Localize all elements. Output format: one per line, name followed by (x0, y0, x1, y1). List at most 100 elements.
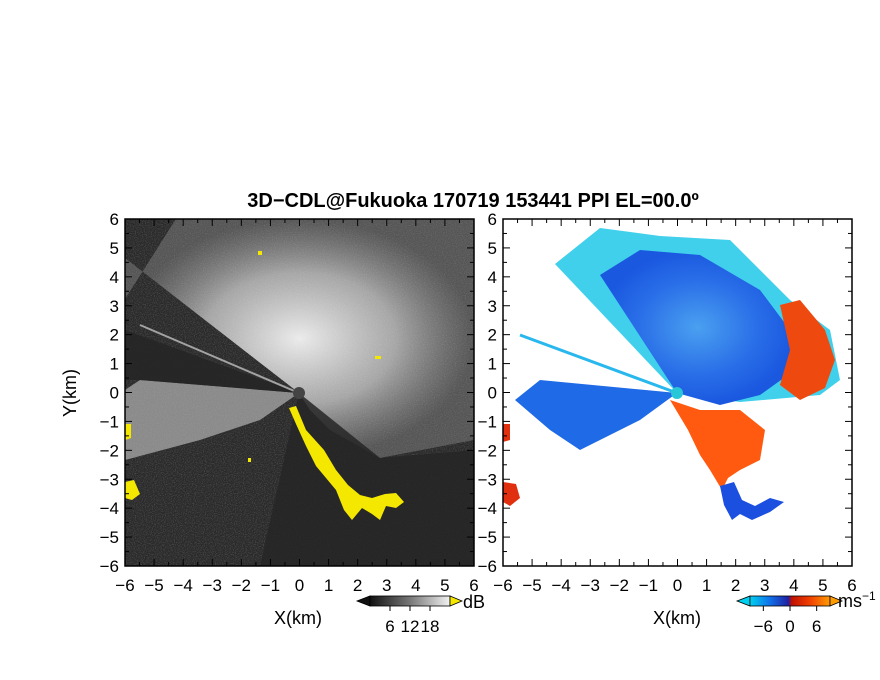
doppler-y-tick-label: 4 (488, 268, 497, 287)
chart-title: 3D−CDL@Fukuoka 170719 153441 PPI EL=00.0… (247, 190, 699, 212)
doppler-axes: −6 −5 −4 −3 −2 −1 0 1 2 3 4 5 6 6 5 4 3 2 1 0 −1 −2 −3 −4 −5 −6 (478, 210, 857, 595)
doppler-colorbar-tick-label: 0 (785, 617, 794, 636)
reflectivity-flag-echo-southeast (289, 406, 404, 520)
reflectivity-x-tick-label: −1 (261, 576, 280, 595)
doppler-x-tick-label: 2 (731, 576, 740, 595)
reflectivity-beam-line (139, 324, 300, 394)
reflectivity-flag-speck-1 (258, 251, 262, 255)
doppler-y-tick-label: 6 (488, 210, 497, 229)
doppler-west-lobe (515, 380, 677, 450)
doppler-x-tick-label: −4 (551, 576, 570, 595)
reflectivity-x-tick-label: 6 (469, 576, 478, 595)
doppler-y-tick-label: 0 (488, 384, 497, 403)
doppler-colorbar-left-arrow (735, 595, 751, 607)
reflectivity-x-tick-label: −4 (173, 576, 192, 595)
doppler-beam-line (519, 333, 678, 395)
doppler-y-tick-label: 1 (488, 355, 497, 374)
reflectivity-y-tick-label: −5 (100, 528, 119, 547)
doppler-radar-site (671, 387, 683, 399)
doppler-x-tick-label: 4 (789, 576, 798, 595)
doppler-colorbar-unit-base: ms (838, 591, 862, 611)
reflectivity-x-tick-label: 3 (382, 576, 391, 595)
y-axis-label: Y(km) (60, 369, 80, 417)
doppler-x-tick-label: 1 (702, 576, 711, 595)
doppler-y-tick-label: −4 (478, 499, 497, 518)
reflectivity-x-tick-label: −5 (144, 576, 163, 595)
reflectivity-y-tick-label: −6 (100, 557, 119, 576)
reflectivity-y-tick-label: −1 (100, 412, 119, 431)
doppler-y-tick-label: −2 (478, 441, 497, 460)
reflectivity-colorbar-bar (369, 595, 451, 607)
doppler-colorbar-right-arrow (829, 595, 844, 607)
doppler-x-tick-label: −1 (639, 576, 658, 595)
reflectivity-colorbar-right-arrow (449, 595, 464, 607)
doppler-south-negative-edge (720, 482, 784, 520)
doppler-x-tick-label: 6 (847, 576, 856, 595)
doppler-y-tick-label: 5 (488, 239, 497, 258)
reflectivity-colorbar-unit: dB (463, 592, 485, 612)
doppler-x-tick-label: 0 (673, 576, 682, 595)
reflectivity-x-tick-label: 1 (324, 576, 333, 595)
doppler-west-positive (503, 424, 520, 506)
doppler-y-tick-label: 2 (488, 326, 497, 345)
doppler-x-tick-label: −6 (493, 576, 512, 595)
doppler-y-tick-label: −5 (478, 528, 497, 547)
reflectivity-shadow-sector (125, 330, 299, 393)
reflectivity-colorbar-tick-label: 18 (421, 617, 440, 636)
reflectivity-colorbar: 6 12 18 dB (355, 592, 485, 636)
doppler-x-tick-label: 5 (818, 576, 827, 595)
reflectivity-flag-speck-2 (375, 356, 381, 359)
reflectivity-colorbar-left-arrow (355, 595, 371, 607)
reflectivity-y-tick-label: 3 (110, 297, 119, 316)
doppler-x-tick-label: 3 (760, 576, 769, 595)
doppler-x-tick-label: −2 (610, 576, 629, 595)
reflectivity-colorbar-tick-label: 12 (401, 617, 420, 636)
doppler-colorbar-unit: ms−1 (838, 589, 876, 611)
radar-site (293, 387, 305, 399)
reflectivity-y-tick-label: 6 (110, 210, 119, 229)
doppler-y-tick-label: 3 (488, 297, 497, 316)
reflectivity-x-tick-label: 5 (440, 576, 449, 595)
doppler-x-tick-label: −5 (522, 576, 541, 595)
reflectivity-x-tick-label: −3 (203, 576, 222, 595)
doppler-y-tick-label: −3 (478, 470, 497, 489)
reflectivity-x-tick-label: 2 (353, 576, 362, 595)
reflectivity-axes: −6 −5 −4 −3 −2 −1 0 1 2 3 4 5 6 6 5 4 3 2 1 0 −1 −2 −3 −4 −5 −6 (100, 210, 479, 595)
x-axis-label-right: X(km) (653, 608, 701, 628)
reflectivity-colorbar-tick-label: 6 (385, 617, 394, 636)
reflectivity-echo-west (125, 380, 299, 460)
reflectivity-y-tick-label: 0 (110, 384, 119, 403)
doppler-y-tick-label: −1 (478, 412, 497, 431)
reflectivity-y-tick-label: 1 (110, 355, 119, 374)
reflectivity-y-tick-label: 5 (110, 239, 119, 258)
reflectivity-x-tick-label: 4 (411, 576, 420, 595)
doppler-colorbar-unit-exponent: −1 (862, 589, 876, 603)
doppler-colorbar-ticks: −6 0 6 (754, 606, 821, 636)
doppler-colorbar-tick-label: 6 (812, 617, 821, 636)
doppler-panel (503, 219, 852, 566)
doppler-x-tick-label: −3 (581, 576, 600, 595)
reflectivity-y-tick-label: 4 (110, 268, 119, 287)
reflectivity-echo-sector (125, 219, 474, 458)
reflectivity-flag-speck-3 (248, 458, 251, 462)
x-axis-label-left: X(km) (274, 608, 322, 628)
doppler-colorbar: −6 0 6 ms−1 (735, 589, 876, 636)
reflectivity-y-tick-label: 2 (110, 326, 119, 345)
doppler-y-tick-label: −6 (478, 557, 497, 576)
doppler-colorbar-bar (749, 595, 831, 607)
reflectivity-y-tick-label: −2 (100, 441, 119, 460)
doppler-northeast-positive (780, 300, 835, 400)
reflectivity-x-tick-label: −2 (232, 576, 251, 595)
reflectivity-shadow-south (260, 393, 474, 566)
reflectivity-x-tick-label: 0 (295, 576, 304, 595)
doppler-south-positive (670, 400, 765, 490)
reflectivity-colorbar-ticks: 6 12 18 (385, 606, 439, 636)
reflectivity-y-tick-label: −4 (100, 499, 119, 518)
reflectivity-x-tick-label: −6 (115, 576, 134, 595)
doppler-colorbar-tick-label: −6 (754, 617, 773, 636)
doppler-inner-sector (600, 250, 795, 405)
reflectivity-panel (125, 219, 474, 566)
reflectivity-flag-echo-west (125, 424, 140, 500)
reflectivity-y-tick-label: −3 (100, 470, 119, 489)
